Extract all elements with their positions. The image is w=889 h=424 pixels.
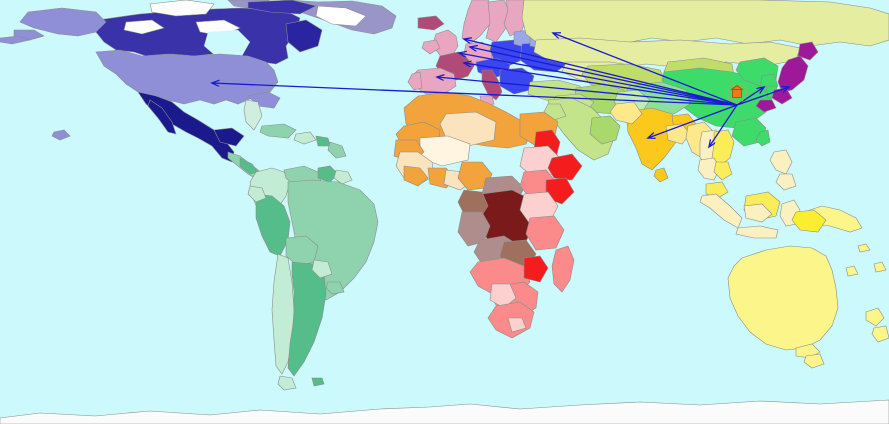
flow-to-south-korea	[736, 87, 764, 106]
region-south-america	[247, 165, 379, 391]
flow-to-united-kingdom	[464, 39, 738, 106]
flow-arrow-layer	[212, 33, 789, 147]
origin-marker-roof-icon[interactable]	[730, 85, 744, 90]
origin-marker-ring	[726, 82, 748, 104]
flow-to-germany	[470, 47, 738, 106]
region-north-america	[0, 0, 347, 181]
flow-to-japan	[736, 87, 789, 106]
flow-to-russia	[553, 33, 738, 106]
flow-to-italy	[464, 63, 738, 106]
flow-to-spain	[437, 77, 738, 106]
flow-to-united-states	[212, 83, 738, 106]
region-asia	[609, 41, 819, 199]
origin-marker[interactable]	[726, 82, 748, 104]
region-southeast-asia-oceania	[699, 149, 889, 369]
region-antarctica	[0, 399, 889, 424]
flow-to-india	[648, 104, 738, 138]
flow-to-vietnam	[709, 104, 738, 147]
flow-to-france	[459, 53, 738, 106]
region-africa	[393, 91, 583, 339]
origin-marker-body-icon[interactable]	[732, 89, 742, 98]
